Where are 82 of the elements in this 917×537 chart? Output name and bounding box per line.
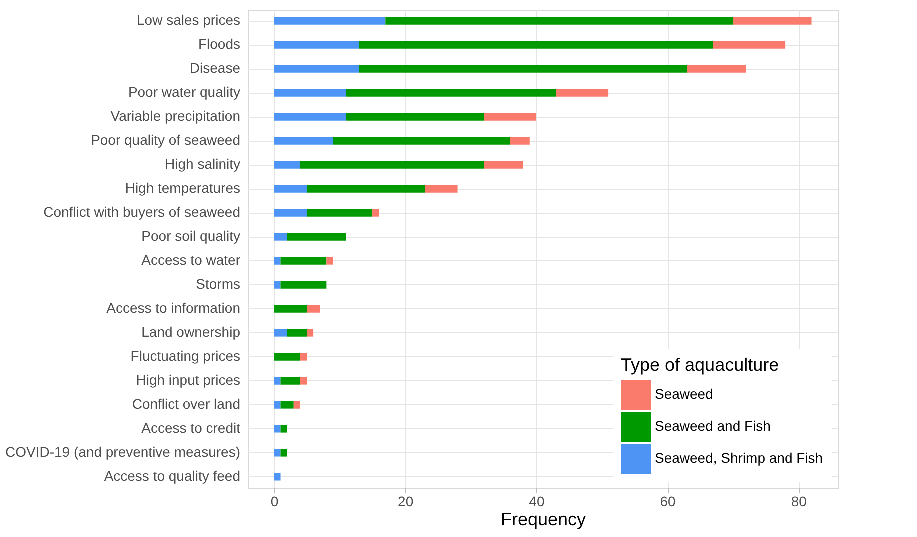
x-tick-label: 20 xyxy=(398,494,414,510)
legend-label: Seaweed and Fish xyxy=(655,418,771,434)
bar xyxy=(274,185,307,193)
y-tick-label: Storms xyxy=(196,276,240,292)
y-tick-label: High input prices xyxy=(136,372,240,388)
y-tick-label: Access to water xyxy=(142,252,241,268)
bar xyxy=(274,449,281,457)
y-tick-label: Poor water quality xyxy=(128,84,240,100)
bar xyxy=(300,353,307,361)
bar xyxy=(346,89,556,97)
bar xyxy=(274,305,307,313)
bar xyxy=(274,161,300,169)
x-tick-label: 40 xyxy=(529,494,545,510)
bar xyxy=(425,185,458,193)
bar xyxy=(307,329,314,337)
x-tick-label: 0 xyxy=(270,494,279,510)
legend-label: Seaweed xyxy=(655,386,714,402)
bar xyxy=(300,161,484,169)
bar xyxy=(280,401,294,409)
bar xyxy=(333,137,510,145)
y-tick-label: Variable precipitation xyxy=(110,108,240,124)
bar xyxy=(274,473,281,481)
y-tick-label: Access to credit xyxy=(142,420,241,436)
legend-title: Type of aquaculture xyxy=(621,355,780,375)
bar xyxy=(556,89,609,97)
y-tick-label: Disease xyxy=(190,60,241,76)
bar xyxy=(274,329,288,337)
x-tick-label: 80 xyxy=(791,494,808,510)
x-tick-label: 60 xyxy=(660,494,676,510)
bar xyxy=(287,329,307,337)
y-tick-label: High salinity xyxy=(165,156,240,172)
bar xyxy=(280,257,327,265)
y-tick-label: High temperatures xyxy=(125,180,240,196)
bar xyxy=(484,113,536,121)
y-tick-label: Fluctuating prices xyxy=(130,348,240,364)
y-tick-label: Conflict with buyers of seaweed xyxy=(44,204,240,220)
bar xyxy=(733,17,812,25)
bar xyxy=(274,113,346,121)
bar xyxy=(307,209,373,217)
bar xyxy=(359,65,688,73)
bar xyxy=(274,281,281,289)
bar xyxy=(372,209,380,217)
bar xyxy=(300,377,307,385)
bar xyxy=(274,377,281,385)
bar xyxy=(287,233,346,241)
bar xyxy=(386,17,734,25)
bar xyxy=(687,65,746,73)
bar xyxy=(510,137,530,145)
y-tick-label: Access to quality feed xyxy=(104,468,240,484)
bar xyxy=(484,161,524,169)
bar xyxy=(294,401,300,409)
y-tick-label: Conflict over land xyxy=(132,396,240,412)
bar xyxy=(274,89,346,97)
bar xyxy=(326,257,334,265)
bar xyxy=(274,353,300,361)
y-tick-label: COVID-19 (and preventive measures) xyxy=(6,444,240,460)
bar xyxy=(274,209,307,217)
bar xyxy=(713,41,786,49)
bar xyxy=(307,185,425,193)
y-tick-label: Access to information xyxy=(106,300,240,316)
bar xyxy=(274,65,360,73)
bar xyxy=(274,425,281,433)
y-tick-label: Floods xyxy=(198,36,240,52)
bar xyxy=(280,281,327,289)
bar xyxy=(274,137,334,145)
bar xyxy=(346,113,484,121)
y-tick-label: Low sales prices xyxy=(137,12,240,28)
bar xyxy=(274,257,281,265)
y-tick-label: Land ownership xyxy=(142,324,241,340)
y-tick-label: Poor soil quality xyxy=(142,228,240,244)
x-axis-title: Frequency xyxy=(500,510,586,530)
bar xyxy=(280,449,288,457)
bar xyxy=(280,377,300,385)
bar xyxy=(274,233,288,241)
y-tick-label: Poor quality of seaweed xyxy=(91,132,240,148)
bar xyxy=(274,41,360,49)
legend-label: Seaweed, Shrimp and Fish xyxy=(655,450,824,466)
bar xyxy=(274,17,386,25)
bar xyxy=(274,401,281,409)
bar xyxy=(307,305,320,313)
bar xyxy=(359,41,714,49)
bar xyxy=(280,425,288,433)
